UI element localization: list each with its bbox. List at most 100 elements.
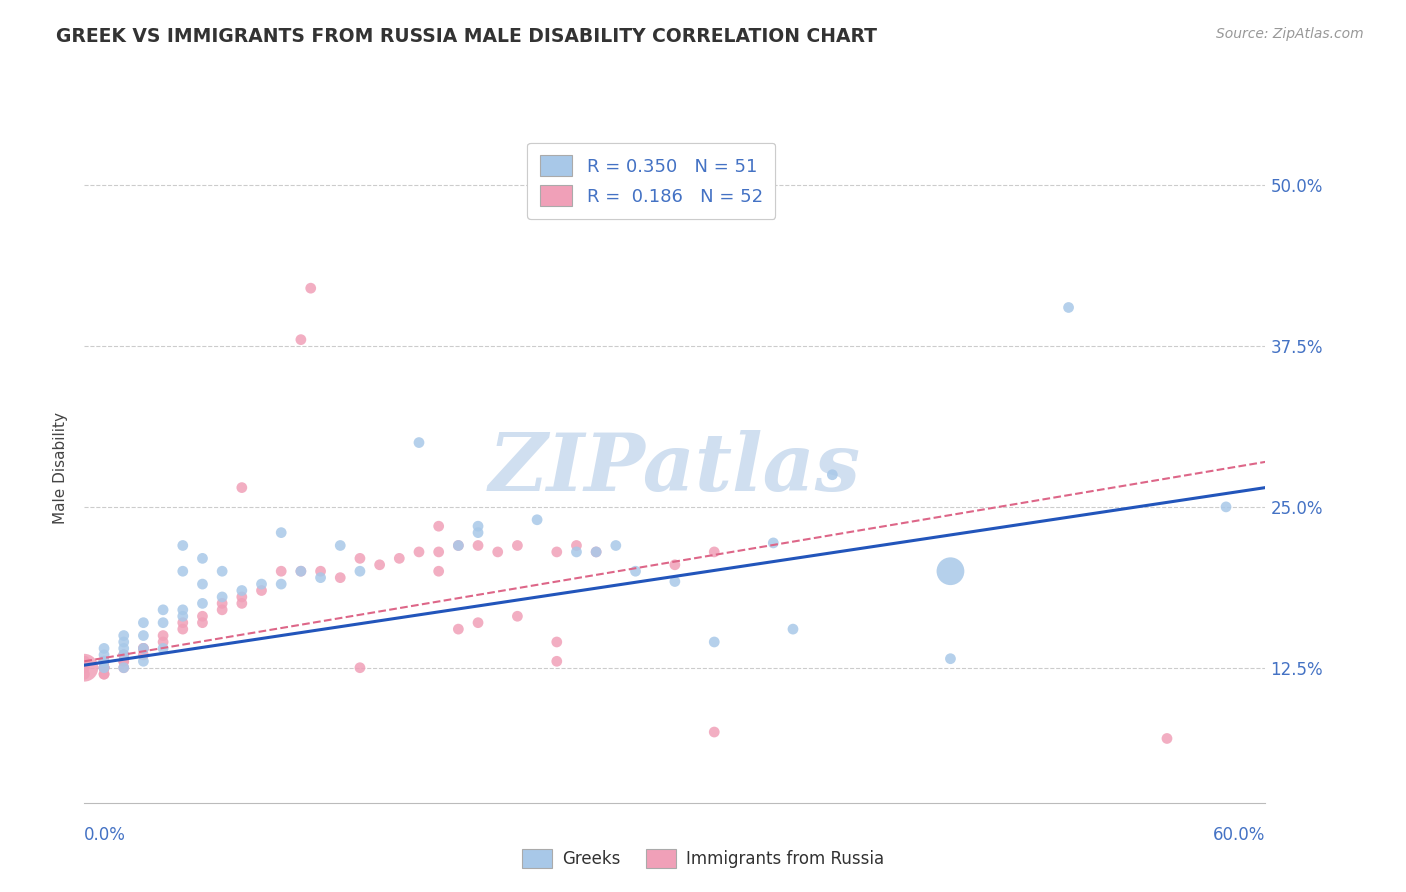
Point [132, 654, 155, 668]
Point [112, 648, 135, 662]
Point [73, 667, 96, 681]
Point [427, 564, 450, 578]
Point [112, 661, 135, 675]
Point [73, 654, 96, 668]
Point [368, 558, 391, 572]
Point [388, 551, 411, 566]
Point [172, 564, 194, 578]
Point [565, 539, 588, 553]
Point [585, 545, 607, 559]
Point [93, 661, 115, 675]
Point [290, 564, 312, 578]
Point [172, 609, 194, 624]
Point [270, 564, 292, 578]
Point [309, 571, 332, 585]
Point [467, 615, 489, 630]
Point [93, 654, 115, 668]
Text: GREEK VS IMMIGRANTS FROM RUSSIA MALE DISABILITY CORRELATION CHART: GREEK VS IMMIGRANTS FROM RUSSIA MALE DIS… [56, 27, 877, 45]
Point [231, 583, 253, 598]
Point [112, 648, 135, 662]
Point [172, 622, 194, 636]
Point [132, 629, 155, 643]
Point [467, 525, 489, 540]
Point [93, 654, 115, 668]
Point [191, 577, 214, 591]
Point [664, 574, 686, 589]
Point [762, 536, 785, 550]
Point [211, 590, 233, 604]
Text: Source: ZipAtlas.com: Source: ZipAtlas.com [1216, 27, 1364, 41]
Point [703, 725, 725, 739]
Point [152, 635, 174, 649]
Point [211, 603, 233, 617]
Point [664, 558, 686, 572]
Point [821, 467, 844, 482]
Point [152, 615, 174, 630]
Point [191, 551, 214, 566]
Point [211, 596, 233, 610]
Point [782, 622, 804, 636]
Point [270, 525, 292, 540]
Point [112, 635, 135, 649]
Point [93, 667, 115, 681]
Point [1057, 301, 1080, 315]
Point [112, 648, 135, 662]
Point [506, 609, 529, 624]
Point [506, 539, 529, 553]
Point [112, 629, 135, 643]
Point [93, 661, 115, 675]
Text: 60.0%: 60.0% [1213, 826, 1265, 844]
Text: ZIPatlas: ZIPatlas [489, 430, 860, 507]
Point [546, 545, 568, 559]
Point [526, 513, 548, 527]
Point [703, 635, 725, 649]
Point [132, 641, 155, 656]
Point [93, 667, 115, 681]
Point [408, 435, 430, 450]
Point [231, 596, 253, 610]
Point [152, 641, 174, 656]
Point [172, 603, 194, 617]
Point [132, 641, 155, 656]
Point [132, 615, 155, 630]
Point [93, 661, 115, 675]
Point [211, 564, 233, 578]
Point [132, 648, 155, 662]
Point [408, 545, 430, 559]
Point [73, 654, 96, 668]
Point [299, 281, 322, 295]
Point [132, 641, 155, 656]
Point [93, 661, 115, 675]
Point [250, 583, 273, 598]
Point [270, 577, 292, 591]
Point [152, 603, 174, 617]
Point [231, 590, 253, 604]
Point [467, 539, 489, 553]
Point [605, 539, 627, 553]
Point [112, 654, 135, 668]
Point [250, 577, 273, 591]
Point [172, 539, 194, 553]
Point [309, 564, 332, 578]
Point [349, 661, 371, 675]
Point [290, 564, 312, 578]
Text: 0.0%: 0.0% [84, 826, 127, 844]
Point [191, 609, 214, 624]
Point [546, 635, 568, 649]
Point [112, 641, 135, 656]
Point [939, 564, 962, 578]
Point [427, 519, 450, 533]
Point [329, 571, 352, 585]
Point [93, 648, 115, 662]
Legend: Greeks, Immigrants from Russia: Greeks, Immigrants from Russia [516, 842, 890, 875]
Point [112, 654, 135, 668]
Point [546, 654, 568, 668]
Point [290, 333, 312, 347]
Point [93, 654, 115, 668]
Point [349, 564, 371, 578]
Y-axis label: Male Disability: Male Disability [53, 412, 69, 524]
Point [73, 661, 96, 675]
Point [939, 651, 962, 665]
Point [447, 539, 470, 553]
Point [191, 615, 214, 630]
